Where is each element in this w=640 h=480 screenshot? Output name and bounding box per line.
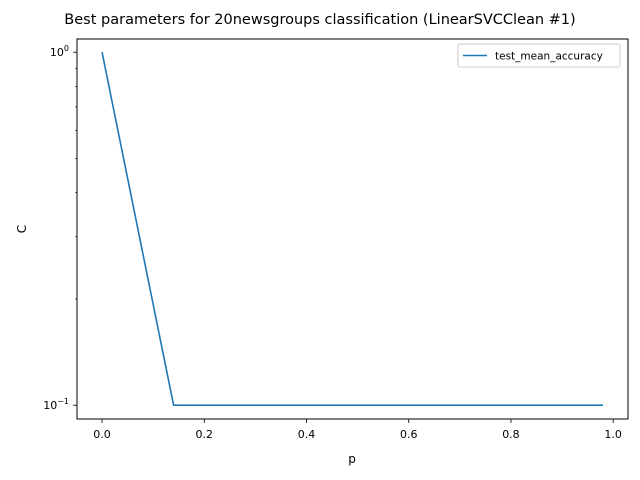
plot-area: [101, 52, 603, 407]
chart-title: Best parameters for 20newsgroups classif…: [64, 12, 575, 28]
y-tick-label: 10−1: [43, 397, 69, 412]
x-tick-label: 0.8: [502, 428, 520, 441]
series-line: [101, 52, 603, 407]
x-tick-label: 1.0: [604, 428, 622, 441]
x-tick-label: 0.2: [196, 428, 214, 441]
y-axis-label: C: [15, 225, 29, 233]
y-tick-label-exponent: 0: [64, 44, 69, 53]
y-tick-label-exponent: −1: [57, 397, 69, 406]
y-tick-label: 100: [50, 44, 69, 59]
y-tick-label-base: 10: [43, 399, 57, 412]
x-tick-label: 0.6: [400, 428, 418, 441]
y-tick-label-base: 10: [50, 46, 64, 59]
x-tick-label: 0.0: [93, 428, 111, 441]
legend-box: [457, 43, 621, 68]
legend-entry-test-mean-accuracy: test_mean_accuracy: [495, 51, 603, 63]
x-tick-label: 0.4: [298, 428, 316, 441]
legend: test_mean_accuracy: [457, 43, 621, 68]
x-axis-label: p: [348, 452, 356, 466]
axes-frame: [76, 38, 629, 420]
x-axis: 0.0 0.2 0.4 0.6 0.8 1.0: [93, 419, 622, 441]
